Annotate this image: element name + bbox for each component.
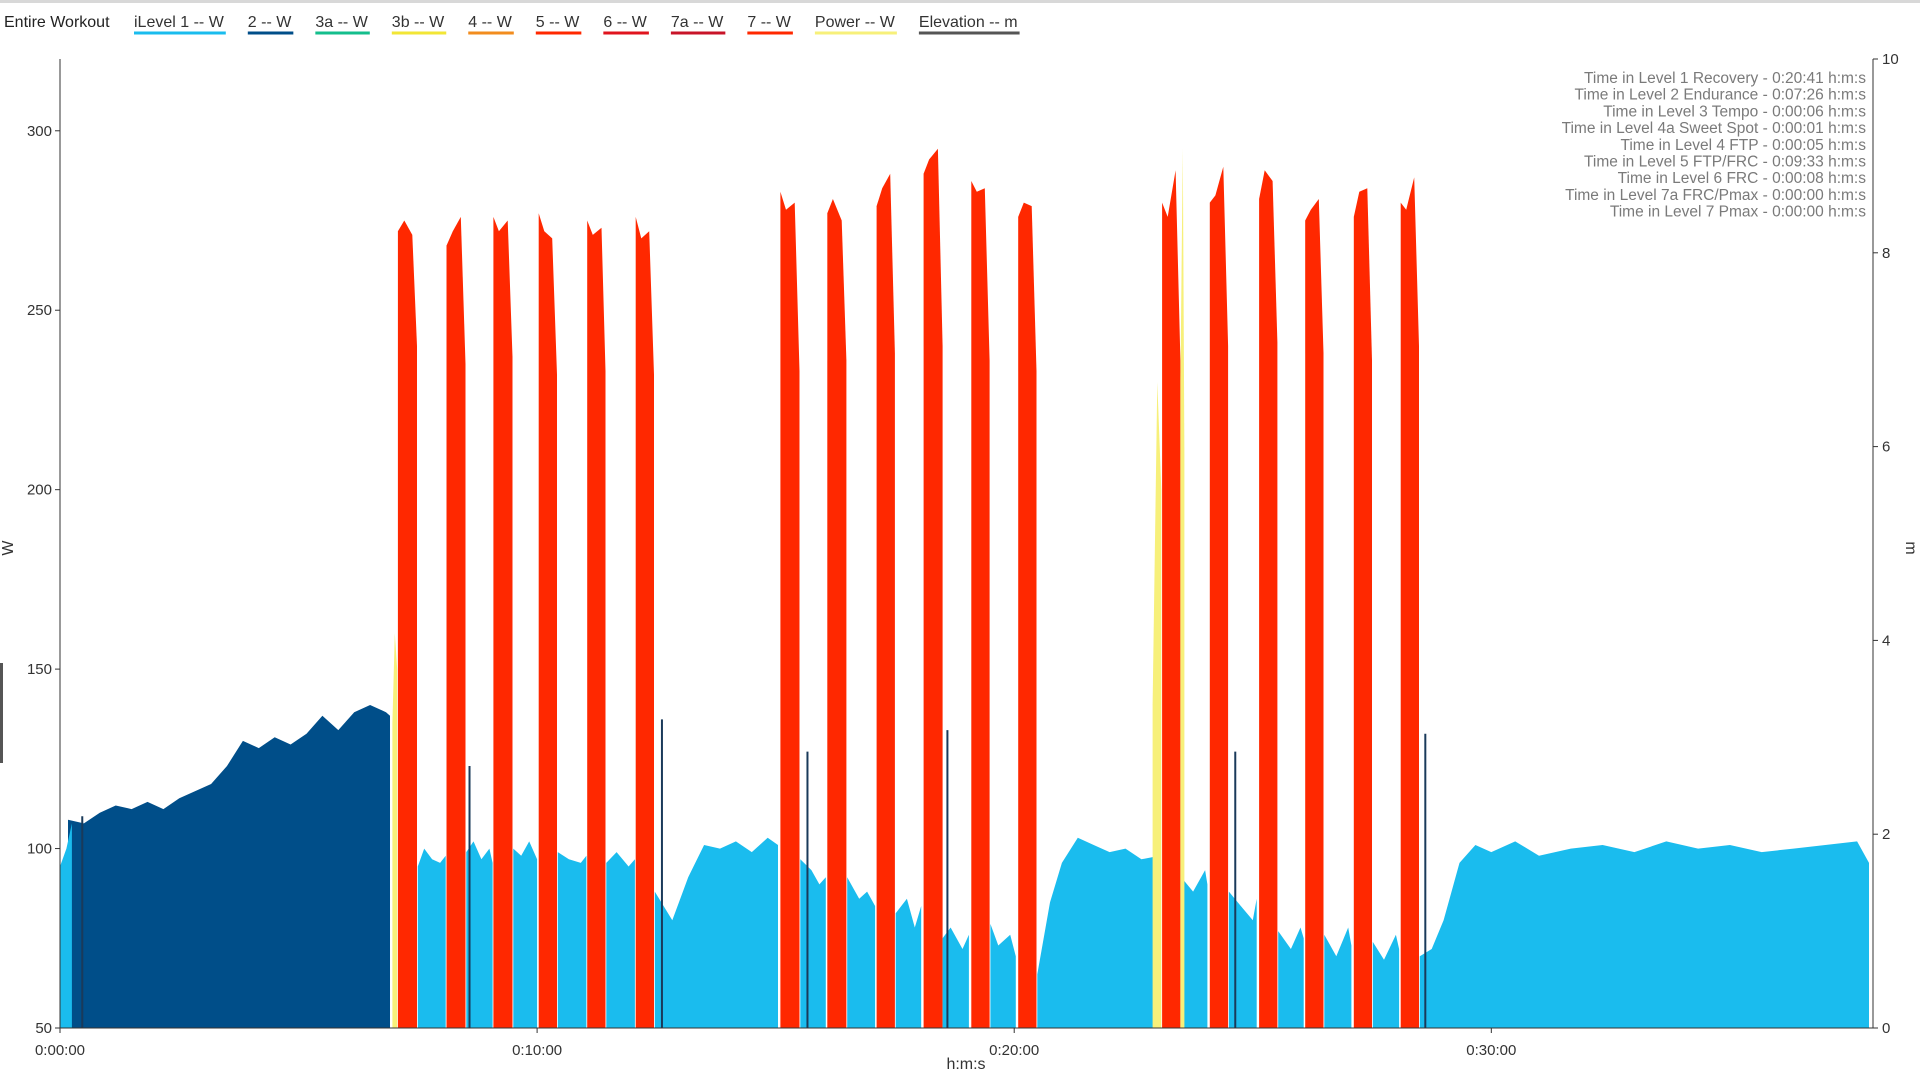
zone-time-stat: Time in Level 7a FRC/Pmax - 0:00:00 h:m:…: [1565, 187, 1866, 204]
area-level5: [1259, 170, 1278, 1029]
y-tick-label: 50: [35, 1020, 52, 1037]
window-edge-handle: [0, 663, 3, 763]
zone-time-stat: Time in Level 3 Tempo - 0:00:06 h:m:s: [1603, 103, 1866, 120]
chart-axes: W m h:m:s 50 100 150 200 250 300 0 2 4 6 8 10 0:00:0…: [0, 51, 1919, 1073]
area-level5: [1162, 170, 1181, 1029]
y2-tick-label: 10: [1882, 51, 1899, 68]
x-axis-title: h:m:s: [946, 1056, 985, 1073]
area-level5: [587, 220, 606, 1028]
chart-title: Entire Workout: [4, 14, 110, 31]
y2-tick-label: 0: [1882, 1020, 1890, 1037]
area-level1: [942, 927, 969, 1028]
area-level5: [971, 181, 990, 1028]
zone-time-stat: Time in Level 4 FTP - 0:00:05 h:m:s: [1620, 137, 1866, 154]
area-level5: [876, 173, 895, 1029]
area-level1: [800, 859, 826, 1028]
legend-item-label: 6 -- W: [603, 14, 647, 31]
power-zones-chart: Entire Workout iLevel 1 -- W 2 -- W 3a -- …: [0, 14, 1919, 1073]
y2-axis-title: m: [1902, 541, 1919, 554]
area-level5: [827, 199, 847, 1028]
plot-areas: [60, 148, 1869, 1029]
y-tick-label: 300: [27, 123, 52, 140]
area-level5: [397, 220, 417, 1028]
legend-item-label: 4 -- W: [468, 14, 512, 31]
zone-time-stat: Time in Level 5 FTP/FRC - 0:09:33 h:m:s: [1584, 154, 1866, 171]
area-level1: [557, 852, 587, 1028]
area-level1: [1181, 870, 1208, 1028]
y-tick-label: 250: [27, 302, 52, 319]
area-level5: [923, 148, 943, 1028]
area-level1: [1037, 837, 1160, 1028]
area-level1: [513, 841, 538, 1028]
area-level1: [466, 841, 493, 1028]
zone-time-stat: Time in Level 6 FRC - 0:00:08 h:m:s: [1618, 170, 1867, 187]
area-level1: [1228, 891, 1257, 1028]
legend-item-label: 7 -- W: [747, 14, 791, 31]
area-level1: [1372, 934, 1400, 1028]
zone-time-stat: Time in Level 2 Endurance - 0:07:26 h:m:…: [1575, 87, 1867, 104]
x-tick-label: 0:10:00: [512, 1042, 562, 1059]
area-level5: [493, 216, 513, 1028]
y-tick-label: 150: [27, 661, 52, 678]
area-level1: [1324, 927, 1352, 1028]
area-level5: [780, 191, 800, 1029]
area-power: [1152, 382, 1162, 1028]
area-power: [1180, 148, 1185, 1028]
x-tick-label: 0:20:00: [989, 1042, 1039, 1059]
area-level5: [538, 213, 557, 1029]
area-level1: [654, 837, 778, 1028]
legend-item-label: 3a -- W: [315, 14, 368, 31]
zone-time-stat: Time in Level 4a Sweet Spot - 0:00:01 h:…: [1562, 120, 1867, 137]
y-tick-label: 100: [27, 841, 52, 858]
area-level1: [895, 898, 922, 1028]
area-level1: [990, 923, 1016, 1028]
y-axis-title: W: [0, 540, 17, 556]
zone-time-stats: Time in Level 1 Recovery - 0:20:41 h:m:s…: [1562, 70, 1867, 221]
area-level2: [68, 705, 390, 1028]
y2-tick-label: 6: [1882, 439, 1890, 456]
area-level5: [1305, 199, 1324, 1028]
zone-time-stat: Time in Level 1 Recovery - 0:20:41 h:m:s: [1584, 70, 1866, 87]
zone-time-stat: Time in Level 7 Pmax - 0:00:00 h:m:s: [1610, 204, 1866, 221]
x-tick-label: 0:30:00: [1466, 1042, 1516, 1059]
area-level1: [606, 852, 635, 1028]
area-level1: [60, 823, 72, 1028]
area-level5: [446, 216, 466, 1028]
y-tick-label: 200: [27, 482, 52, 499]
area-level1: [847, 877, 876, 1028]
legend-item-label: Power -- W: [815, 14, 896, 31]
legend-item-label: 5 -- W: [536, 14, 580, 31]
chart-legend: Entire Workout iLevel 1 -- W 2 -- W 3a -- …: [4, 14, 1020, 35]
area-level5: [1400, 177, 1419, 1028]
legend-item-label: 3b -- W: [392, 14, 445, 31]
area-level1: [1419, 841, 1869, 1028]
legend-item-label: 7a -- W: [671, 14, 724, 31]
area-level5: [1209, 166, 1229, 1028]
y2-tick-label: 2: [1882, 826, 1890, 843]
area-power: [392, 633, 398, 1028]
area-level1: [417, 848, 446, 1028]
y2-tick-label: 8: [1882, 245, 1890, 262]
legend-item-label: 2 -- W: [248, 14, 292, 31]
area-level5: [1353, 188, 1372, 1028]
area-level5: [1018, 202, 1037, 1029]
legend-item-label: Elevation -- m: [919, 14, 1018, 31]
legend-item-label: iLevel 1 -- W: [134, 14, 225, 31]
x-tick-label: 0:00:00: [35, 1042, 85, 1059]
plot-spikes: [81, 719, 1427, 1028]
area-level1: [1278, 927, 1304, 1028]
y2-tick-label: 4: [1882, 632, 1890, 649]
area-level5: [635, 216, 654, 1028]
